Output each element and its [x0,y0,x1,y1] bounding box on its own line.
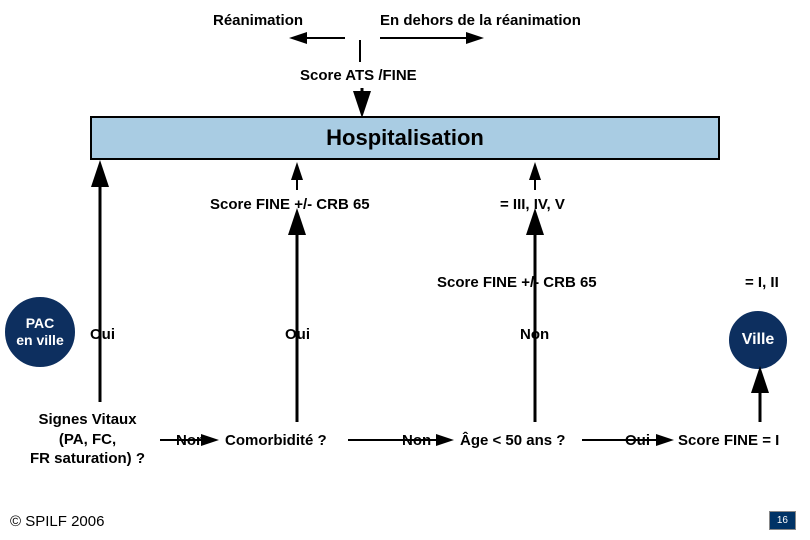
arrows-layer [0,0,810,540]
